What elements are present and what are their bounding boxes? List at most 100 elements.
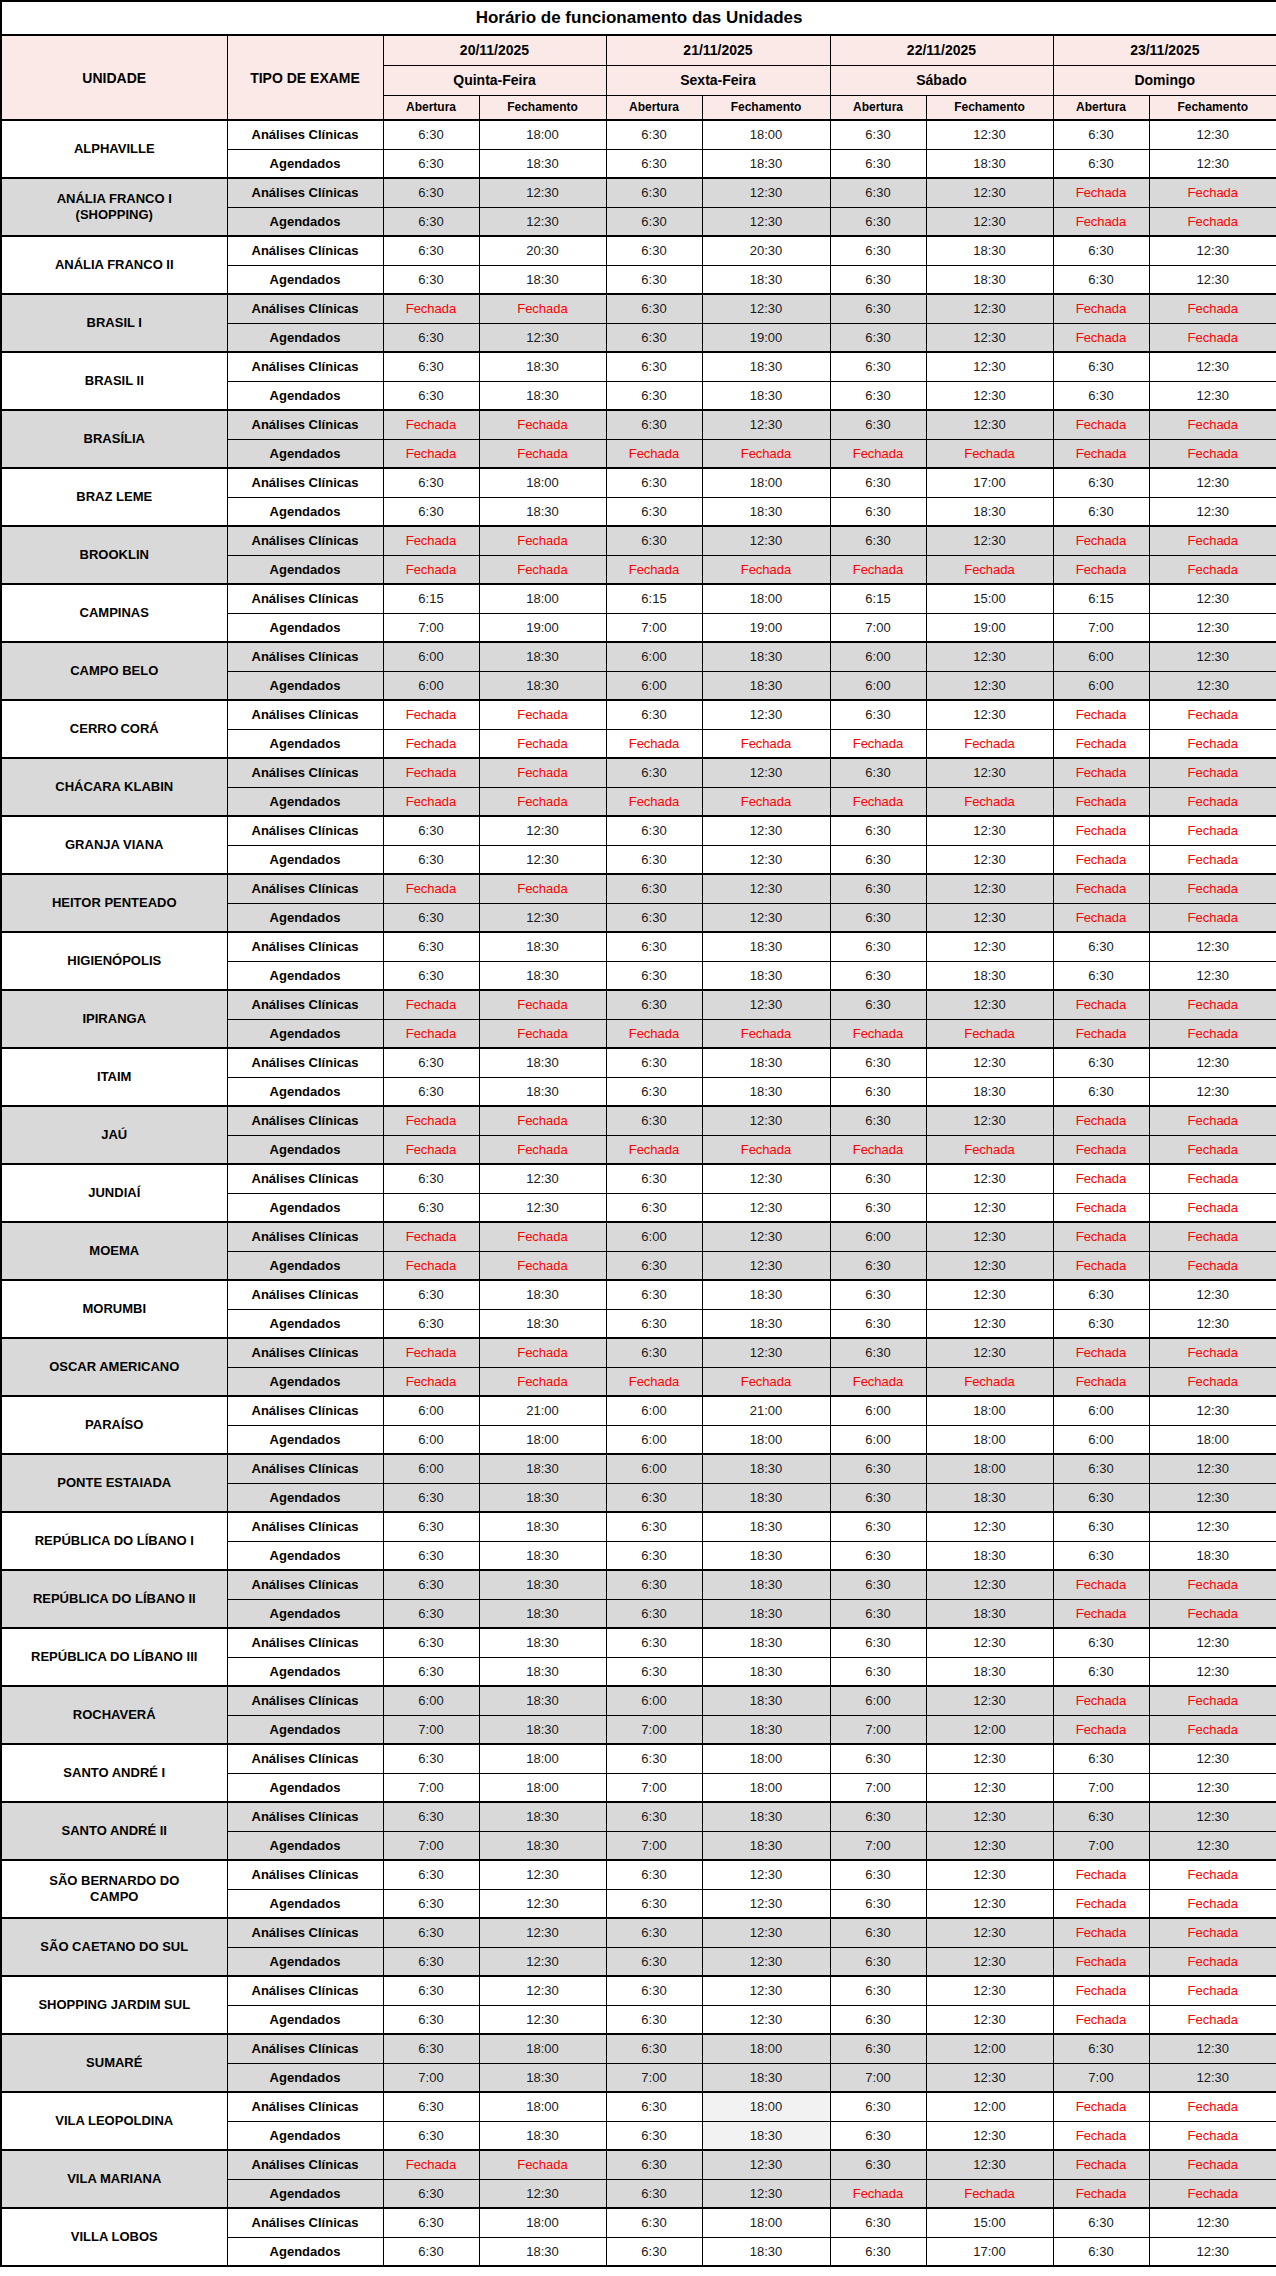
time-cell: 6:30 [830, 1048, 926, 1077]
open-header-day1: Abertura [383, 95, 479, 120]
time-cell: 6:30 [383, 1657, 479, 1686]
time-cell: 18:00 [702, 1773, 830, 1802]
unit-row: MOEMAAnálises ClínicasFechadaFechada6:00… [1, 1222, 1276, 1251]
date-header-day4: 23/11/2025 [1053, 35, 1276, 65]
time-cell: 12:30 [926, 1976, 1053, 2005]
closed-cell: Fechada [926, 787, 1053, 816]
page-title: Horário de funcionamento das Unidades [1, 1, 1276, 35]
time-cell: 6:30 [606, 2208, 702, 2237]
time-cell: 6:30 [1053, 961, 1149, 990]
time-cell: 12:30 [479, 323, 606, 352]
time-cell: 12:00 [926, 2034, 1053, 2063]
time-cell: 6:30 [830, 700, 926, 729]
time-cell: 18:30 [479, 1831, 606, 1860]
time-cell: 12:00 [926, 2092, 1053, 2121]
closed-cell: Fechada [1149, 1106, 1276, 1135]
closed-cell: Fechada [606, 729, 702, 758]
exam-type-label: Análises Clínicas [227, 526, 383, 555]
time-cell: 7:00 [830, 2063, 926, 2092]
time-cell: 6:30 [383, 816, 479, 845]
time-cell: 12:30 [479, 845, 606, 874]
time-cell: 6:00 [830, 1396, 926, 1425]
closed-cell: Fechada [1053, 1019, 1149, 1048]
closed-cell: Fechada [1149, 178, 1276, 207]
exam-type-label: Agendados [227, 671, 383, 700]
time-cell: 6:30 [1053, 932, 1149, 961]
time-cell: 18:30 [479, 932, 606, 961]
time-cell: 6:30 [1053, 1541, 1149, 1570]
time-cell: 6:00 [383, 1454, 479, 1483]
exam-type-label: Agendados [227, 613, 383, 642]
exam-type-label: Análises Clínicas [227, 236, 383, 265]
closed-cell: Fechada [1149, 1686, 1276, 1715]
time-cell: 17:00 [926, 2237, 1053, 2266]
time-cell: 12:30 [926, 1570, 1053, 1599]
closed-cell: Fechada [1149, 439, 1276, 468]
time-cell: 6:30 [1053, 1454, 1149, 1483]
exam-type-label: Agendados [227, 787, 383, 816]
time-cell: 6:30 [383, 1483, 479, 1512]
closed-cell: Fechada [1149, 2150, 1276, 2179]
time-cell: 20:30 [479, 236, 606, 265]
open-header-day2: Abertura [606, 95, 702, 120]
time-cell: 6:30 [606, 149, 702, 178]
closed-cell: Fechada [1053, 439, 1149, 468]
closed-cell: Fechada [1149, 845, 1276, 874]
time-cell: 12:30 [1149, 1512, 1276, 1541]
closed-cell: Fechada [1053, 2150, 1149, 2179]
time-cell: 7:00 [830, 1715, 926, 1744]
closed-cell: Fechada [606, 787, 702, 816]
time-cell: 6:00 [383, 1425, 479, 1454]
unit-row: CAMPINASAnálises Clínicas6:1518:006:1518… [1, 584, 1276, 613]
unit-name: OSCAR AMERICANO [1, 1338, 227, 1396]
time-cell: 18:00 [702, 2034, 830, 2063]
unit-row: ALPHAVILLEAnálises Clínicas6:3018:006:30… [1, 120, 1276, 149]
time-cell: 6:30 [1053, 2237, 1149, 2266]
unit-row: SUMARÉAnálises Clínicas6:3018:006:3018:0… [1, 2034, 1276, 2063]
time-cell: 6:30 [606, 2005, 702, 2034]
time-cell: 6:30 [606, 1657, 702, 1686]
unit-name: PONTE ESTAIADA [1, 1454, 227, 1512]
closed-cell: Fechada [830, 729, 926, 758]
exam-type-label: Agendados [227, 1657, 383, 1686]
closed-cell: Fechada [1149, 729, 1276, 758]
time-cell: 12:30 [926, 1802, 1053, 1831]
closed-cell: Fechada [383, 1019, 479, 1048]
exam-type-label: Análises Clínicas [227, 1744, 383, 1773]
closed-cell: Fechada [926, 555, 1053, 584]
time-cell: 6:30 [830, 526, 926, 555]
unit-row: REPÚBLICA DO LÍBANO IAnálises Clínicas6:… [1, 1512, 1276, 1541]
time-cell: 6:00 [830, 1425, 926, 1454]
time-cell: 6:30 [830, 1628, 926, 1657]
unit-name: BROOKLIN [1, 526, 227, 584]
time-cell: 6:30 [830, 207, 926, 236]
time-cell: 18:30 [1149, 1541, 1276, 1570]
unit-row: VILA MARIANAAnálises ClínicasFechadaFech… [1, 2150, 1276, 2179]
time-cell: 6:00 [606, 1454, 702, 1483]
closed-cell: Fechada [383, 1222, 479, 1251]
time-cell: 12:30 [702, 1222, 830, 1251]
unit-name: PARAÍSO [1, 1396, 227, 1454]
closed-cell: Fechada [383, 1251, 479, 1280]
closed-cell: Fechada [1149, 787, 1276, 816]
unit-name: ITAIM [1, 1048, 227, 1106]
time-cell: 6:30 [830, 1251, 926, 1280]
closed-cell: Fechada [1149, 1599, 1276, 1628]
closed-cell: Fechada [926, 2179, 1053, 2208]
time-cell: 12:30 [702, 2179, 830, 2208]
time-cell: 12:30 [926, 1744, 1053, 1773]
time-cell: 12:30 [926, 1889, 1053, 1918]
time-cell: 6:30 [383, 1628, 479, 1657]
time-cell: 18:30 [479, 1512, 606, 1541]
time-cell: 18:30 [702, 932, 830, 961]
time-cell: 6:30 [383, 1918, 479, 1947]
time-cell: 12:30 [479, 2005, 606, 2034]
time-cell: 12:30 [926, 1222, 1053, 1251]
time-cell: 6:30 [606, 1483, 702, 1512]
closed-cell: Fechada [606, 439, 702, 468]
time-cell: 6:15 [1053, 584, 1149, 613]
unit-name: BRAZ LEME [1, 468, 227, 526]
time-cell: 12:30 [1149, 468, 1276, 497]
closed-cell: Fechada [479, 294, 606, 323]
time-cell: 15:00 [926, 2208, 1053, 2237]
